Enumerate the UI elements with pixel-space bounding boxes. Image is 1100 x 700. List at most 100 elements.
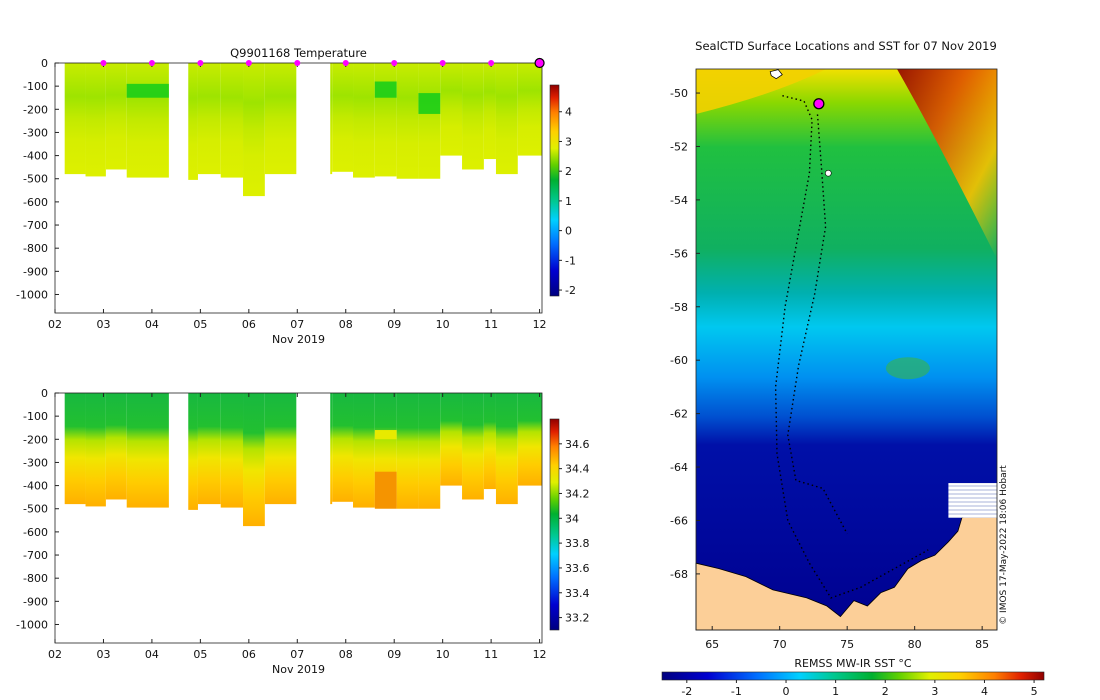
profile-column (495, 393, 518, 505)
surface-marker (245, 60, 252, 66)
x-tick-label: 06 (242, 318, 256, 331)
x-tick-label: 04 (145, 318, 159, 331)
colorbar-tick-label: 33.2 (565, 612, 590, 625)
profile-column (243, 393, 265, 527)
profile-column (440, 63, 463, 156)
y-tick-label: -700 (23, 219, 48, 232)
colorbar-tick-label: 1 (565, 195, 572, 208)
x-tick-label: 75 (840, 638, 854, 651)
salinity-surface-band (374, 430, 397, 440)
profile-column (462, 63, 484, 170)
y-tick-label: -50 (670, 87, 688, 100)
y-tick-label: -1000 (16, 288, 48, 301)
profile-column (64, 63, 86, 175)
profile-column (243, 63, 265, 197)
surface-marker (100, 60, 107, 66)
x-tick-label: 08 (339, 648, 353, 661)
y-tick-label: -66 (670, 514, 688, 527)
profile-column (462, 393, 484, 500)
surface-marker (439, 60, 446, 66)
data-gap (168, 393, 189, 643)
sst-colorbar-tick-label: 5 (1031, 685, 1038, 698)
colorbar-tick-label: 34.2 (565, 487, 590, 500)
profile-column (220, 63, 244, 178)
y-tick-label: -700 (23, 549, 48, 562)
map-frame (695, 68, 998, 631)
island (769, 69, 783, 80)
y-tick-label: 0 (41, 387, 48, 400)
y-tick-label: -900 (23, 595, 48, 608)
x-tick-label: 10 (436, 648, 450, 661)
sst-colorbar-tick-label: -2 (681, 685, 692, 698)
surface-marker (148, 60, 155, 66)
map-title: SealCTD Surface Locations and SST for 07… (695, 39, 997, 53)
x-tick-label: 08 (339, 318, 353, 331)
data-gap (168, 63, 189, 313)
x-tick-label: 09 (387, 648, 401, 661)
y-tick-label: -600 (23, 196, 48, 209)
x-tick-label: 03 (96, 318, 110, 331)
y-tick-label: -62 (670, 408, 688, 421)
warm-layer-band (418, 93, 441, 114)
x-axis-label: Nov 2019 (272, 663, 325, 676)
profile-column (220, 393, 244, 508)
current-position-marker (534, 57, 545, 69)
data-gap (296, 63, 331, 313)
x-tick-label: 02 (48, 318, 62, 331)
profile-column (396, 63, 419, 179)
y-tick-label: -900 (23, 265, 48, 278)
credit-text: © IMOS 17-May-2022 18:06 Hobart (999, 465, 1009, 625)
x-tick-label: 05 (193, 318, 207, 331)
profile-column (418, 393, 441, 509)
y-tick-label: -1000 (16, 618, 48, 631)
profile-column (483, 393, 496, 490)
colorbar-tick-label: 33.6 (565, 562, 590, 575)
colorbar-tick-label: 0 (565, 225, 572, 238)
axes-frame (54, 392, 543, 644)
surface-marker (391, 60, 398, 66)
x-tick-label: 12 (533, 318, 547, 331)
colorbar (549, 84, 560, 297)
x-tick-label: 85 (975, 638, 989, 651)
colorbar-tick-label: 34.6 (565, 438, 590, 451)
profile-column (332, 63, 354, 172)
colorbar (549, 418, 560, 631)
y-tick-label: -54 (670, 194, 688, 207)
surface-marker (342, 60, 349, 66)
sst-colorbar-tick-label: 2 (882, 685, 889, 698)
colorbar-tick-label: 4 (565, 106, 572, 119)
profile-column (517, 393, 542, 486)
sst-colorbar-tick-label: 3 (931, 685, 938, 698)
colorbar-tick-label: 34.4 (565, 463, 590, 476)
profile-column (64, 393, 86, 505)
profile-column (517, 63, 542, 156)
high-salinity-band (374, 471, 397, 509)
profile-column (418, 63, 441, 179)
surface-marker (488, 60, 495, 66)
sst-colorbar-tick-label: 0 (783, 685, 790, 698)
x-tick-label: 12 (533, 648, 547, 661)
y-tick-label: -400 (23, 480, 48, 493)
y-tick-label: -64 (670, 461, 688, 474)
profile-column (126, 393, 177, 508)
profile-column (126, 63, 177, 178)
y-tick-label: -100 (23, 80, 48, 93)
seal-track (787, 114, 848, 535)
colorbar-tick-label: 33.4 (565, 587, 590, 600)
x-tick-label: 70 (773, 638, 787, 651)
sst-field (696, 69, 997, 630)
x-tick-label: 11 (484, 648, 498, 661)
ice-hatch (948, 483, 997, 518)
profile-column (353, 393, 375, 508)
sst-colorbar-tick-label: -1 (731, 685, 742, 698)
warm-water-region (897, 69, 997, 259)
profile-column (353, 63, 375, 178)
x-tick-label: 10 (436, 318, 450, 331)
seal-current-position (813, 98, 825, 110)
y-tick-label: -600 (23, 526, 48, 539)
x-tick-label: 65 (705, 638, 719, 651)
colorbar-tick-label: 3 (565, 135, 572, 148)
x-axis-label: Nov 2019 (272, 333, 325, 346)
x-tick-label: 07 (290, 648, 304, 661)
